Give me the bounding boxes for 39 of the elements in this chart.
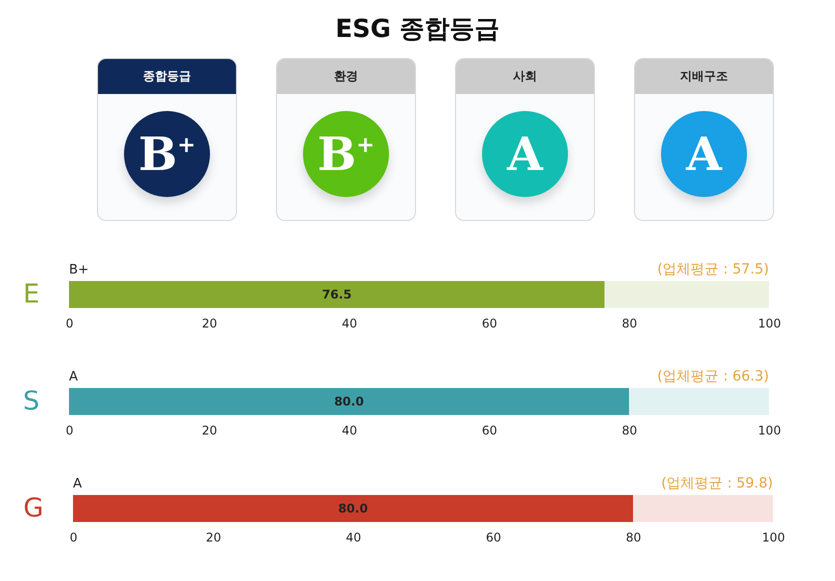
text: 환경	[277, 59, 415, 94]
x-tick-label: 60	[482, 424, 498, 438]
x-tick-label: 60	[486, 530, 502, 544]
x-tick-label: 0	[66, 424, 74, 438]
annotation: (업체평균 : 59.8)	[661, 476, 773, 492]
text: 종합등급	[98, 59, 236, 94]
x-tick-label: 40	[346, 530, 362, 544]
y-tick-label: S	[22, 386, 40, 416]
x-tick-label: 20	[202, 424, 218, 438]
x-tick-label: 100	[758, 316, 781, 330]
data-label: 76.5	[322, 288, 352, 302]
category-label: A	[482, 111, 568, 197]
x-tick-label: 40	[342, 424, 358, 438]
x-tick-label: 100	[758, 424, 781, 438]
annotation: B+	[69, 262, 89, 278]
annotation: (업체평균 : 57.5)	[657, 262, 769, 278]
category-label: B$^{+}$	[303, 111, 389, 197]
x-tick-label: 20	[206, 530, 222, 544]
x-tick-label: 100	[762, 530, 785, 544]
x-tick-label: 80	[622, 316, 638, 330]
x-tick-label: 20	[202, 316, 218, 330]
x-tick-label: 0	[70, 530, 78, 544]
category-label: B$^{+}$	[124, 111, 210, 197]
text: ESG 종합등급	[334, 13, 501, 45]
annotation: A	[73, 476, 82, 492]
data-label: 80.0	[334, 394, 364, 408]
text: 지배구조	[635, 59, 773, 94]
y-tick-label: E	[23, 280, 40, 310]
text: 사회	[456, 59, 594, 94]
x-tick-label: 40	[342, 316, 358, 330]
annotation: A	[69, 370, 78, 384]
category-label: A	[661, 111, 747, 197]
data-label: 80.0	[338, 502, 368, 516]
x-tick-label: 0	[66, 316, 74, 330]
x-tick-label: 80	[626, 530, 642, 544]
x-tick-label: 80	[622, 424, 638, 438]
annotation: (업체평균 : 66.3)	[657, 368, 769, 384]
y-tick-label: G	[23, 494, 44, 524]
x-tick-label: 60	[482, 316, 498, 330]
